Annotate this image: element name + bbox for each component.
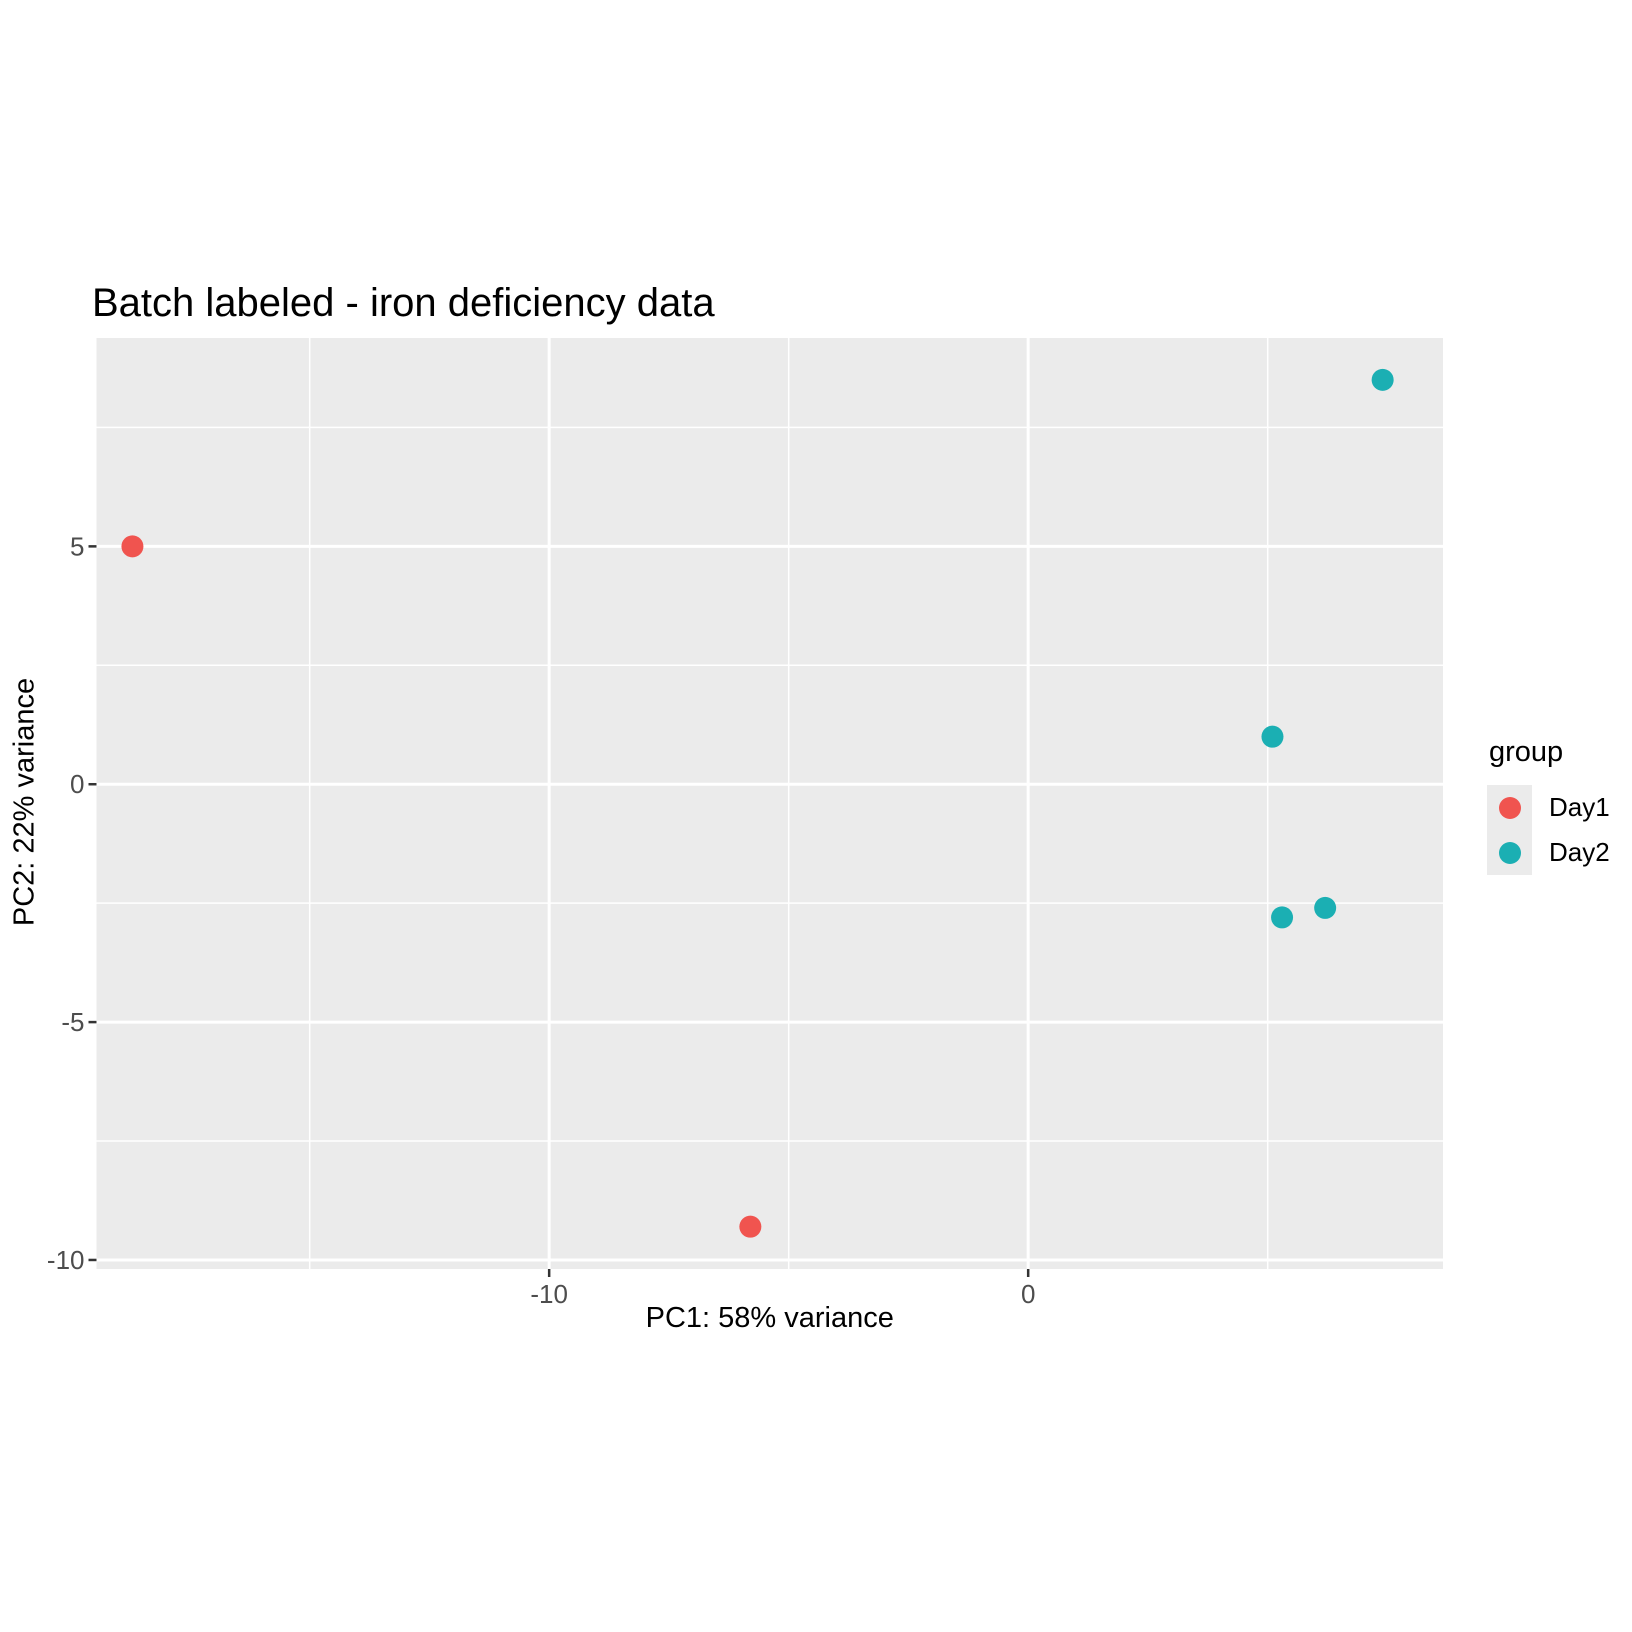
legend-point-icon [1498,841,1521,864]
y-axis-title: PC2: 22% variance [8,677,41,927]
y-tick-label: -10 [47,1245,85,1275]
x-tick-label: -10 [530,1279,568,1309]
y-tick-label: -5 [61,1007,84,1037]
data-point-day1 [121,535,144,558]
x-axis-title: PC1: 58% variance [645,1302,894,1334]
legend-title: group [1489,736,1564,768]
data-point-day1 [739,1215,762,1238]
legend-entry-day2: Day2 [1487,830,1610,875]
data-point-day2 [1271,906,1294,929]
legend: group Day1 Day2 [1487,736,1610,875]
y-tick-label: 5 [70,531,84,561]
legend-entry-day1: Day1 [1487,785,1610,830]
data-point-day2 [1314,896,1337,919]
y-tick-label: 0 [70,769,84,799]
plot-panel-background [96,338,1443,1269]
x-tick-label: 0 [1021,1279,1035,1309]
legend-point-icon [1498,796,1521,819]
legend-key-box [1487,785,1532,830]
data-point-day2 [1261,725,1284,748]
plot-title: Batch labeled - iron deficiency data [92,281,715,325]
legend-label: Day1 [1549,792,1610,822]
legend-rows: Day1 Day2 [1487,785,1610,875]
legend-label: Day2 [1549,837,1610,867]
data-point-day2 [1371,368,1394,391]
legend-key-box [1487,830,1532,875]
